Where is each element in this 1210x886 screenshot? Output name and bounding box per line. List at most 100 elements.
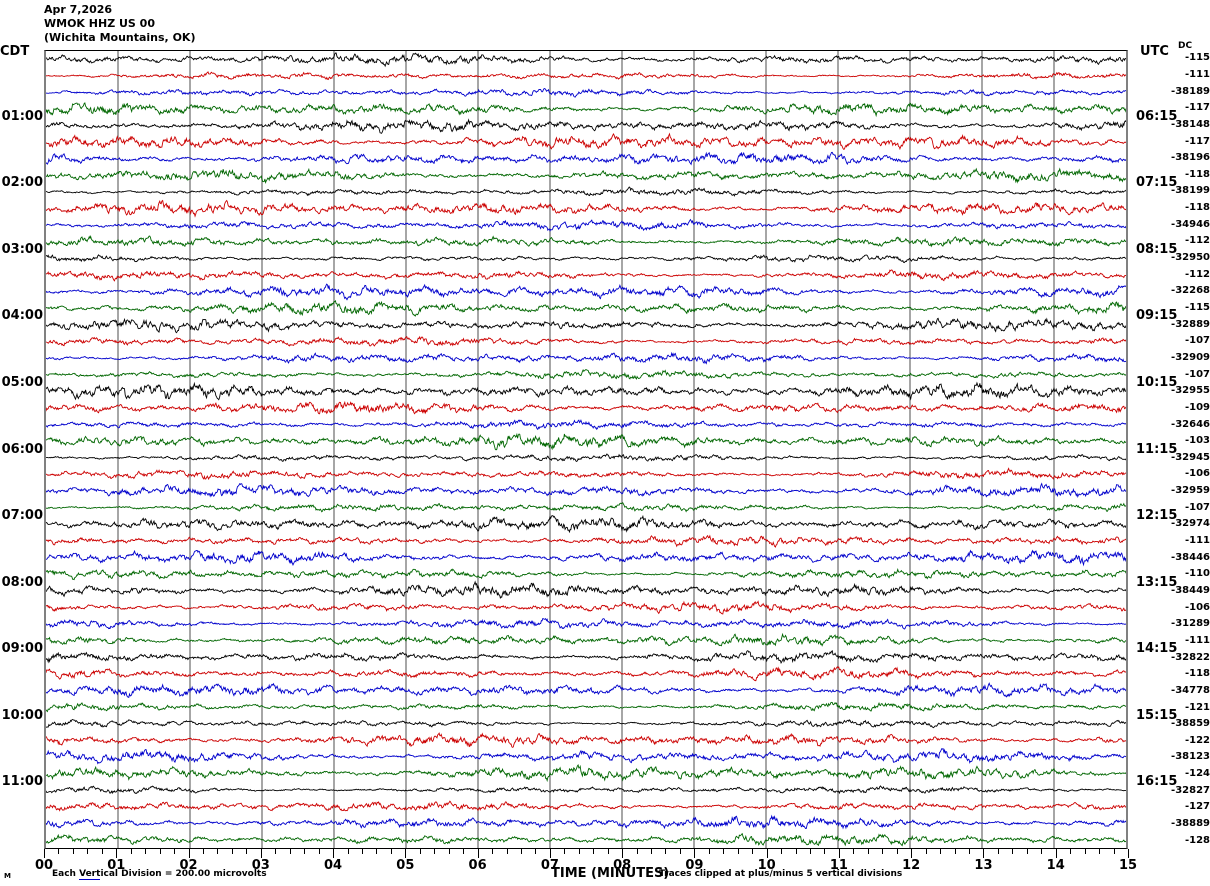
dc-offset-value: -107 bbox=[1184, 335, 1210, 347]
scale-note-underlined: Vert bbox=[79, 869, 101, 880]
dc-offset-value: -32955 bbox=[1171, 385, 1210, 397]
header-location: (Wichita Mountains, OK) bbox=[44, 31, 196, 44]
x-tick-minor bbox=[665, 849, 667, 854]
dc-offset-value: -118 bbox=[1184, 168, 1210, 180]
x-tick-minor bbox=[708, 849, 710, 854]
scale-note-post: ical Division = 200.00 microvolts bbox=[100, 869, 267, 879]
x-axis-title: TIME (MINUTES) bbox=[551, 866, 670, 881]
x-tick-number: 11 bbox=[829, 858, 848, 873]
x-tick-number: 09 bbox=[685, 858, 704, 873]
dc-offset-value: -106 bbox=[1184, 468, 1210, 480]
scale-note-pre: Each bbox=[52, 869, 80, 879]
dc-offset-value: -103 bbox=[1184, 435, 1210, 447]
x-tick-number: 13 bbox=[974, 858, 993, 873]
dc-offset-value: -34946 bbox=[1171, 218, 1210, 230]
x-tick-minor bbox=[217, 849, 219, 854]
x-tick-minor bbox=[159, 849, 161, 854]
x-tick-minor bbox=[925, 849, 927, 854]
cdt-hour-label: 09:00 bbox=[1, 641, 43, 657]
x-tick-minor bbox=[969, 849, 970, 854]
x-tick-minor bbox=[607, 849, 609, 854]
dc-offset-value: -128 bbox=[1184, 834, 1210, 846]
x-tick-minor bbox=[578, 849, 580, 854]
grid-lines bbox=[117, 51, 1055, 848]
scale-note: Each Vertical Division = 200.00 microvol… bbox=[52, 869, 267, 880]
x-tick-number: 08 bbox=[613, 858, 632, 873]
x-tick-number: 05 bbox=[396, 858, 415, 873]
x-tick-minor bbox=[202, 849, 204, 854]
x-tick-minor bbox=[564, 849, 566, 854]
utc-hour-label: 16:15 bbox=[1136, 774, 1178, 790]
x-tick-major bbox=[622, 849, 624, 858]
x-tick-major bbox=[766, 849, 768, 858]
dc-offset-value: -32974 bbox=[1171, 518, 1210, 530]
x-tick-number: 10 bbox=[757, 858, 776, 873]
x-tick-minor bbox=[463, 849, 465, 854]
dc-offset-value: -32945 bbox=[1171, 451, 1210, 463]
dc-offset-value: -115 bbox=[1184, 52, 1210, 64]
x-tick-minor bbox=[419, 849, 421, 854]
x-tick-minor bbox=[535, 849, 537, 854]
x-tick-minor bbox=[810, 849, 812, 854]
dc-offset-value: -38189 bbox=[1171, 85, 1210, 97]
x-tick-minor bbox=[275, 849, 277, 854]
x-tick-minor bbox=[1026, 849, 1028, 854]
utc-hour-label: 11:15 bbox=[1136, 441, 1178, 457]
x-tick-minor bbox=[361, 849, 363, 854]
dc-offset-value: -112 bbox=[1184, 268, 1210, 280]
x-tick-major bbox=[549, 849, 551, 858]
dc-offset-value: -107 bbox=[1184, 501, 1210, 513]
x-tick-number: 02 bbox=[179, 858, 198, 873]
dc-offset-value: -118 bbox=[1184, 668, 1210, 680]
x-tick-number: 12 bbox=[902, 858, 921, 873]
x-tick-minor bbox=[593, 849, 595, 854]
x-tick-minor bbox=[304, 849, 306, 854]
dc-offset-value: -32822 bbox=[1171, 651, 1210, 663]
x-tick-minor bbox=[434, 849, 436, 854]
x-tick-minor bbox=[506, 849, 508, 854]
x-tick-minor bbox=[246, 849, 248, 854]
dc-offset-value: -110 bbox=[1184, 568, 1210, 580]
dc-offset-value: -115 bbox=[1184, 302, 1210, 313]
x-tick-major bbox=[405, 849, 407, 858]
x-tick-minor bbox=[87, 849, 89, 854]
x-tick-minor bbox=[520, 849, 522, 854]
x-tick-minor bbox=[1041, 849, 1043, 854]
dc-offset-value: -32827 bbox=[1171, 784, 1210, 796]
x-tick-major bbox=[911, 849, 913, 858]
x-tick-minor bbox=[145, 849, 147, 854]
dc-offset-value: -32909 bbox=[1171, 351, 1210, 363]
x-tick-number: 01 bbox=[107, 858, 126, 873]
x-tick-number: 03 bbox=[251, 858, 270, 873]
x-tick-number: 00 bbox=[34, 858, 54, 873]
dc-offset-value: -124 bbox=[1184, 768, 1210, 780]
corner-mark: M bbox=[4, 872, 11, 880]
dc-axis-label: DC bbox=[1178, 41, 1193, 51]
cdt-hour-label: 11:00 bbox=[1, 774, 43, 790]
x-tick-major bbox=[188, 849, 190, 858]
dc-offset-value: -38199 bbox=[1171, 185, 1210, 197]
x-tick-number: 14 bbox=[1046, 858, 1065, 873]
x-tick-major bbox=[477, 849, 479, 858]
utc-hour-label: 09:15 bbox=[1136, 308, 1178, 324]
cdt-hour-label: 03:00 bbox=[1, 241, 43, 257]
dc-offset-value: -111 bbox=[1184, 634, 1210, 646]
seismogram-plot[interactable] bbox=[44, 50, 1128, 849]
x-tick-minor bbox=[231, 849, 233, 854]
x-tick-major bbox=[333, 849, 335, 858]
x-tick-minor bbox=[752, 849, 754, 854]
cdt-axis-label: CDT bbox=[0, 44, 30, 59]
x-tick-number: 04 bbox=[324, 858, 343, 873]
x-tick-minor bbox=[954, 849, 956, 854]
utc-hour-label: 13:15 bbox=[1136, 574, 1178, 590]
cdt-hour-label: 06:00 bbox=[1, 441, 43, 457]
x-tick-major bbox=[44, 849, 45, 858]
utc-axis-label: UTC bbox=[1140, 44, 1169, 59]
cdt-hour-label: 05:00 bbox=[1, 374, 43, 390]
x-tick-minor bbox=[1012, 849, 1014, 854]
dc-offset-value: -34778 bbox=[1171, 684, 1210, 696]
trace-lines bbox=[46, 51, 1126, 848]
utc-hour-label: 15:15 bbox=[1136, 707, 1178, 723]
dc-offset-value: -111 bbox=[1184, 68, 1210, 80]
dc-offset-value: -32959 bbox=[1171, 485, 1210, 497]
